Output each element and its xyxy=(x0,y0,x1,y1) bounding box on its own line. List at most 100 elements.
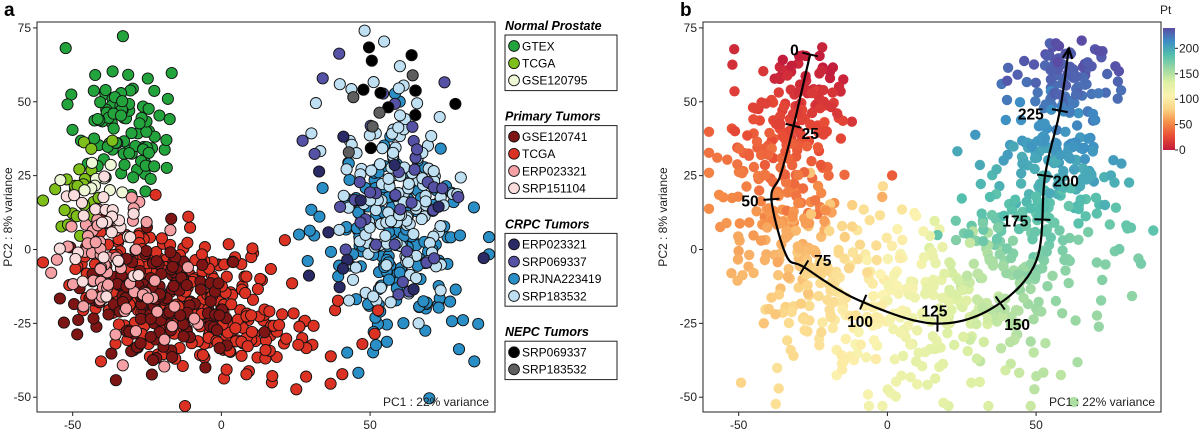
point-pseudotime xyxy=(783,263,794,275)
panel-a-axes: -50 0 50 75 50 25 0 -25 -50 xyxy=(14,21,377,432)
point-crpc-prjna223419 xyxy=(468,355,481,368)
point-crpc-prjna223419 xyxy=(301,254,314,268)
point-pseudotime xyxy=(974,376,985,388)
point-pt-tcga xyxy=(239,286,252,300)
panel-a-y-tick-label: 25 xyxy=(18,169,32,183)
point-gtex xyxy=(87,84,100,97)
panel-b-y-tick-label: 0 xyxy=(690,243,697,257)
trajectory-label: 225 xyxy=(1018,107,1044,124)
point-pseudotime xyxy=(1044,188,1056,199)
trajectory: 0 25 50 75 100 125 150 175 200 225 xyxy=(741,43,1078,335)
point-pseudotime xyxy=(813,290,824,302)
point-crpc-srp183532 xyxy=(402,177,415,190)
trajectory-label: 25 xyxy=(802,126,820,143)
point-pseudotime xyxy=(1068,396,1080,408)
legend-item-label: GTEX xyxy=(522,39,555,53)
point-pt-tcga xyxy=(273,318,286,332)
legend-swatch xyxy=(508,346,520,359)
point-pt-tcga xyxy=(336,368,349,381)
color-scale-tick-label: 200 xyxy=(1179,41,1199,55)
point-gtex xyxy=(116,95,129,108)
point-pseudotime xyxy=(890,376,902,387)
point-pseudotime xyxy=(971,294,983,305)
point-pseudotime xyxy=(741,181,752,192)
point-crpc-srp069337 xyxy=(316,72,329,85)
point-pt-tcga xyxy=(245,325,258,338)
point-pt-tcga xyxy=(240,368,253,381)
point-pseudotime xyxy=(874,210,886,221)
point-pseudotime xyxy=(1030,96,1041,107)
point-pseudotime xyxy=(758,170,770,181)
point-gse120795 xyxy=(78,184,91,197)
legend-box xyxy=(504,340,618,381)
point-crpc-prjna223419 xyxy=(445,315,459,328)
point-pseudotime xyxy=(1017,158,1028,169)
point-pseudotime xyxy=(864,215,875,226)
point-pseudotime xyxy=(1093,45,1104,57)
point-nepc-srp069337 xyxy=(405,49,418,62)
point-crpc-srp183532 xyxy=(358,24,371,37)
point-pt-erp023321 xyxy=(109,328,122,341)
point-pt-gse120741 xyxy=(212,277,225,290)
point-pt-srp151104 xyxy=(97,251,110,264)
point-gse120795 xyxy=(104,158,117,171)
point-crpc-srp069337 xyxy=(369,238,383,251)
legend-item-label: SRP183532 xyxy=(522,363,587,377)
point-gtex xyxy=(142,146,155,159)
point-pseudotime xyxy=(934,303,945,314)
point-crpc-srp183532 xyxy=(454,171,467,184)
point-pseudotime xyxy=(966,377,977,388)
point-pseudotime xyxy=(1058,165,1069,177)
point-pt-tcga xyxy=(287,307,300,320)
point-crpc-srp183532 xyxy=(333,78,346,91)
point-pt-gse120741 xyxy=(144,330,157,343)
point-pseudotime xyxy=(952,146,963,157)
point-crpc-erp023321 xyxy=(432,200,445,213)
point-nepc-srp183532 xyxy=(342,146,355,159)
point-pseudotime xyxy=(775,118,786,130)
point-crpc-prjna223419 xyxy=(472,317,485,330)
point-crpc-srp183532 xyxy=(393,109,407,122)
point-pt-erp023321 xyxy=(148,274,161,287)
point-crpc-erp023321 xyxy=(407,283,420,296)
point-pseudotime xyxy=(1078,142,1090,154)
point-pseudotime xyxy=(1123,177,1135,188)
point-pseudotime xyxy=(780,177,792,188)
panel-b-x-tick-label: -50 xyxy=(730,418,748,432)
point-nepc-srp069337 xyxy=(365,54,378,67)
point-pseudotime xyxy=(778,101,790,112)
point-pseudotime xyxy=(1115,85,1127,96)
point-pseudotime xyxy=(801,141,813,152)
point-pt-srp151104 xyxy=(100,290,113,303)
point-gse120795 xyxy=(85,156,99,169)
point-pt-gse120741 xyxy=(213,342,226,355)
point-pseudotime xyxy=(839,169,850,180)
point-gtex xyxy=(144,172,157,185)
point-pseudotime xyxy=(1046,104,1057,115)
point-pseudotime xyxy=(886,240,898,252)
point-gtex xyxy=(122,68,135,81)
point-crpc-srp069337 xyxy=(406,120,419,133)
point-pt-gse120741 xyxy=(199,361,212,374)
point-pt-tcga xyxy=(196,348,210,362)
point-pseudotime xyxy=(751,136,763,147)
point-pseudotime xyxy=(1073,203,1084,215)
legend-swatch xyxy=(508,290,520,302)
point-pt-srp151104 xyxy=(76,275,89,288)
point-pseudotime xyxy=(1110,202,1122,213)
panel-b-points xyxy=(703,35,1159,412)
point-pseudotime xyxy=(942,328,953,339)
point-pseudotime xyxy=(1032,136,1043,147)
point-pseudotime xyxy=(1025,400,1036,412)
point-pseudotime xyxy=(782,271,793,282)
point-pseudotime xyxy=(1021,76,1032,88)
point-pt-erp023321 xyxy=(164,224,177,237)
point-pseudotime xyxy=(782,335,793,346)
point-pt-tcga xyxy=(220,363,233,376)
point-pt-erp023321 xyxy=(50,253,63,266)
point-pt-gse120741 xyxy=(204,295,217,308)
point-pseudotime xyxy=(837,304,848,315)
point-pseudotime xyxy=(1093,88,1104,99)
point-crpc-srp183532 xyxy=(367,76,380,89)
panel-a-y-axis-title: PC2 : 8% variance xyxy=(1,167,15,267)
